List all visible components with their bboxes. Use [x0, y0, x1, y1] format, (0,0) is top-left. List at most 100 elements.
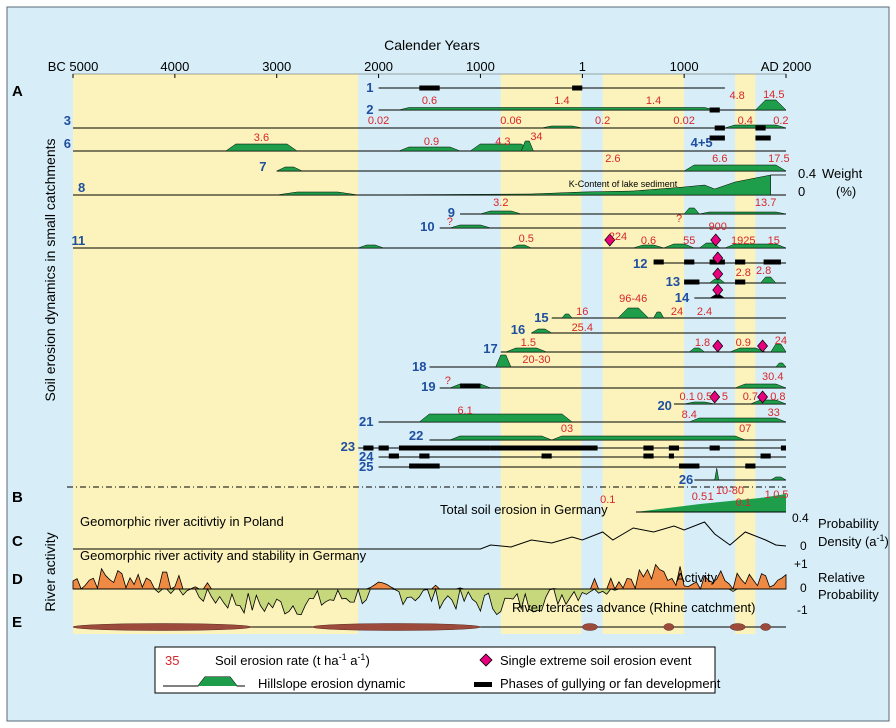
terrace-phase-2: [582, 623, 598, 631]
x-tick-label-3: 2000: [364, 59, 393, 74]
total-erosion-rates: 0.1 0.5 1 10-800.11 0.5: [600, 485, 788, 509]
gully-bar-3-a: [714, 125, 725, 131]
hillslope-6-a: [224, 143, 298, 152]
erosion-rate-11-5: 1925: [731, 235, 755, 247]
catchment-id-13: 13: [666, 274, 680, 289]
weight-v0: 0: [798, 184, 805, 199]
x-tick-label-6: 1000: [670, 59, 699, 74]
extreme-event-17-b: [757, 339, 769, 353]
erosion-rate-11-6: 15: [768, 235, 780, 247]
erosion-rate-16-0: 25.4: [572, 322, 593, 334]
panel-c-tick-04: 0.4: [792, 511, 809, 525]
k-content-area: [276, 174, 771, 196]
erosion-rate-15-0: 16: [576, 306, 588, 318]
erosion-rate-6-2: 4.3: [495, 136, 510, 148]
rhine-terraces-label: River terraces advance (Rhine catchment): [512, 600, 756, 615]
gully-bar-24-5: [760, 453, 771, 459]
erosion-rate-11-3: 55: [683, 235, 695, 247]
gully-bar-24-0: [388, 453, 399, 459]
catchment-id-3: 3: [64, 113, 71, 128]
period-band-1: [500, 74, 582, 634]
terrace-phase-5: [760, 623, 771, 631]
hillslope-15-a: [561, 313, 573, 319]
total-erosion-rate-6: 0.5: [773, 489, 788, 501]
total-erosion-rate-4: 0.1: [736, 497, 751, 509]
total-erosion-rate-0: 0.1: [600, 494, 615, 506]
terrace-phase-3: [663, 623, 675, 631]
legend-gullying-icon: [474, 682, 492, 687]
erosion-rate-11-1: 224: [609, 231, 627, 243]
legend-hillslope-label: Hillslope erosion dynamic: [258, 676, 406, 691]
erosion-rate-19-1: 30.4: [762, 371, 783, 383]
legend-extreme-event-label: Single extreme soil erosion event: [500, 653, 692, 668]
hillslope-9-c: [699, 211, 787, 215]
erosion-rate-19-0: ?: [445, 375, 451, 387]
panel-c-unit-line1: Probability: [818, 516, 879, 531]
hillslope-20-b: [750, 399, 787, 405]
activity-label: Activity: [676, 570, 718, 585]
gully-bar-1-1: [572, 85, 583, 91]
erosion-rate-7-1: 6.6: [712, 153, 727, 165]
extreme-event-14: [712, 283, 724, 297]
erosion-rate-6-3: 34: [530, 131, 542, 143]
erosion-rate-9-0: 3.2: [493, 197, 508, 209]
erosion-rate-21-2: 33: [768, 407, 780, 419]
hillslope-22-b: [551, 435, 746, 441]
x-tick-label-1: 4000: [160, 59, 189, 74]
total-erosion-rate-5: 1: [765, 489, 771, 501]
erosion-rate-2-4: 14.5: [763, 89, 784, 101]
erosion-rate-3-1: 0.06: [500, 115, 521, 127]
catchment-id-21: 21: [359, 414, 373, 429]
catchment-id-6: 6: [64, 136, 71, 151]
catchment-id-17: 17: [483, 341, 497, 356]
poland-river-activity-label: Geomorphic river acitivtiy in Poland: [80, 514, 284, 529]
erosion-rate-10-0: ?: [447, 216, 453, 228]
erosion-rate-3-5: 0.2: [773, 115, 788, 127]
total-erosion-germany-area: [636, 494, 786, 512]
catchment-id-26: 26: [679, 472, 693, 487]
erosion-rate-21-1: 8.4: [682, 409, 697, 421]
weight-label: Weight: [822, 166, 863, 181]
legend-rate-label: Soil erosion rate (t ha-1 a-1): [215, 652, 370, 668]
period-band-0: [73, 74, 359, 634]
panel-c-tick-0: 0: [800, 539, 807, 553]
erosion-rate-7-0: 2.6: [605, 153, 620, 165]
total-erosion-rate-1: 0.5: [692, 491, 707, 503]
hillslope-11-a: [358, 244, 384, 249]
legend-hillslope-icon: [198, 677, 237, 686]
total-erosion-rate-2: 1: [708, 491, 714, 503]
gully-bar-12-4: [763, 259, 781, 265]
hillslope-22-a: [449, 435, 552, 441]
hillslope-17-a: [505, 347, 547, 353]
erosion-rate-15-2: 24: [671, 306, 683, 318]
total-erosion-germany-label: Total soil erosion in Germany: [440, 502, 608, 517]
erosion-rate-17-2: 0.9: [736, 337, 751, 349]
erosion-rate-2-0: 0.6: [422, 95, 437, 107]
catchment-id-16: 16: [511, 322, 525, 337]
hillslope-10-a: [449, 224, 491, 229]
catchment-id-19: 19: [421, 379, 435, 394]
panel-label-d: D: [12, 571, 23, 588]
gully-bar-24-2: [541, 453, 552, 459]
gully-bar-3-b: [755, 125, 766, 131]
extreme-event-20-b: [757, 390, 769, 404]
catchment-id-45: 4+5: [691, 135, 713, 150]
extreme-event-13: [712, 267, 724, 281]
panel-label-b: B: [12, 489, 23, 506]
catchment-id-24: 24: [359, 449, 374, 464]
hillslope-21-a: [418, 413, 573, 423]
hillslope-3-a: [541, 125, 583, 129]
gully-bar-24-1: [419, 453, 430, 459]
erosion-rate-6-0: 3.6: [254, 132, 269, 144]
k-content-label: K-Content of lake sediment: [569, 179, 678, 189]
erosion-rate-20-4: 0.8: [770, 391, 785, 403]
catchment-id-14: 14: [675, 290, 690, 305]
erosion-rate-3-0: 0.02: [368, 115, 389, 127]
catchment-id-8: 8: [78, 180, 85, 195]
erosion-rate-3-2: 0.2: [595, 115, 610, 127]
gully-bar-24-4: [668, 453, 674, 459]
catchment-id-15: 15: [534, 310, 548, 325]
catchment-id-20: 20: [657, 398, 671, 413]
x-tick-label-4: 1000: [466, 59, 495, 74]
panel-label-a: A: [12, 83, 23, 100]
